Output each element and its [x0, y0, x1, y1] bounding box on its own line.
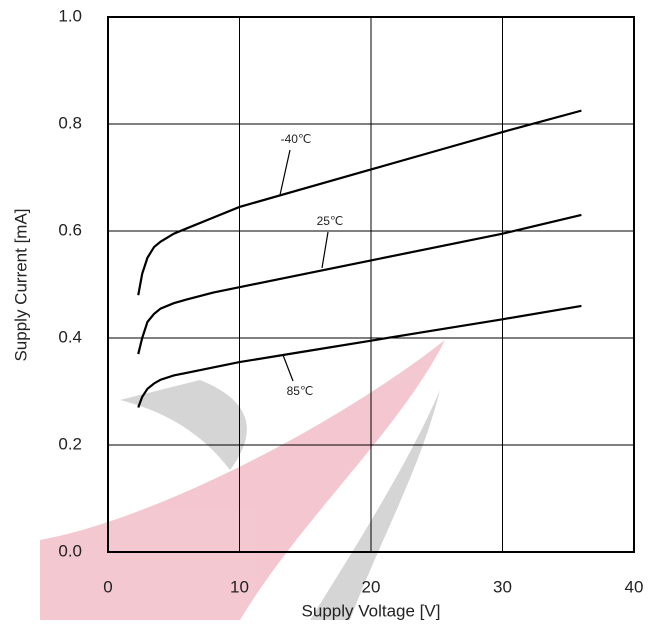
series-label: 25℃: [317, 214, 344, 228]
x-tick-label: 30: [493, 577, 512, 596]
line: [137, 109, 582, 296]
series-label: 85℃: [287, 384, 314, 398]
y-tick-label: 1.0: [58, 6, 82, 25]
plot-frame: [107, 16, 635, 553]
line: [137, 213, 582, 355]
leader-line: [279, 149, 291, 196]
series-label: -40℃: [281, 132, 312, 146]
y-tick-label: 0.6: [58, 220, 82, 239]
x-tick-label: 20: [362, 577, 381, 596]
leader-line: [321, 231, 329, 269]
x-tick-label: 10: [230, 577, 249, 596]
watermark: [40, 340, 445, 620]
x-tick-label: 40: [625, 577, 644, 596]
y-axis-label: Supply Current [mA]: [11, 208, 30, 361]
y-tick-label: 0.4: [58, 327, 82, 346]
x-axis-label: Supply Voltage [V]: [302, 601, 441, 620]
y-tick-label: 0.0: [58, 541, 82, 560]
y-tick-label: 0.8: [58, 113, 82, 132]
x-tick-label: 0: [103, 577, 112, 596]
line: [137, 304, 582, 408]
y-tick-label: 0.2: [58, 434, 82, 453]
leader-line: [282, 354, 294, 382]
